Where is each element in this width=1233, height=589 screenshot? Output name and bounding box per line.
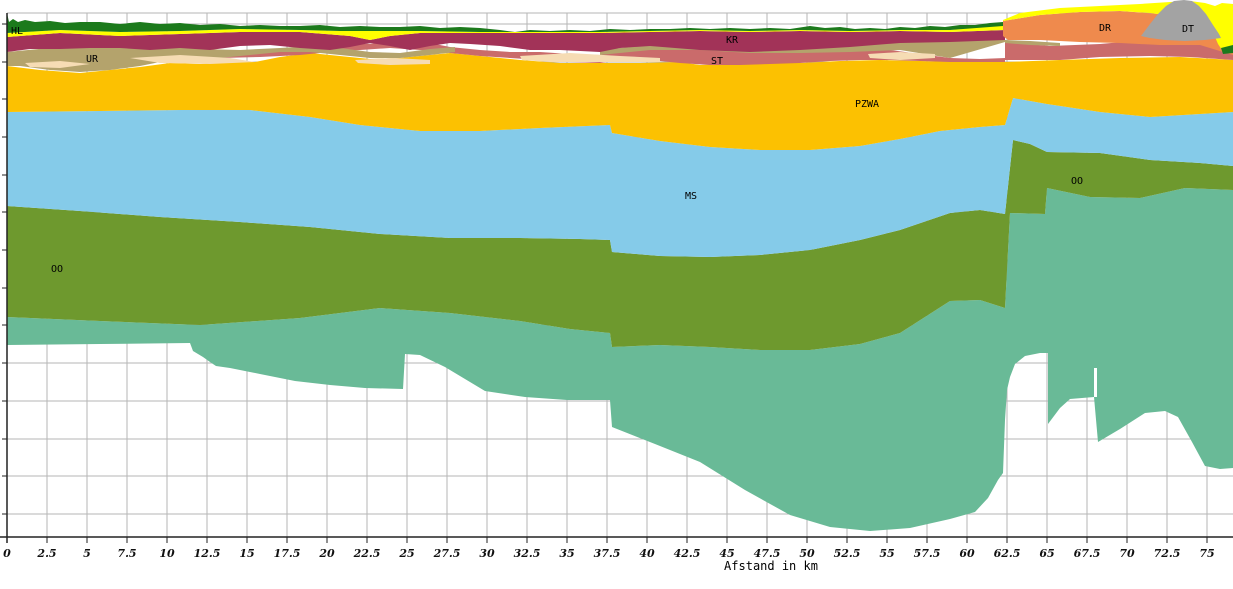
layer-cream-4 — [520, 53, 660, 62]
layer-tan-right — [1005, 40, 1060, 46]
x-tick-label-75: 75 — [1199, 547, 1214, 560]
x-tick-label-62.5: 62.5 — [994, 547, 1021, 560]
layer-maroon-kr — [7, 30, 1005, 52]
x-tick-label-42.5: 42.5 — [674, 547, 701, 560]
layer-blue-ms — [7, 98, 1233, 257]
layer-green-right — [1221, 45, 1233, 54]
x-tick-label-57.5: 57.5 — [914, 547, 941, 560]
layer-label-dt-9: DT — [1182, 24, 1194, 35]
layer-green-hl — [7, 13, 1003, 33]
layer-label-oo-7: OO — [1071, 176, 1083, 187]
layer-label-hl-0: HL — [11, 26, 23, 37]
layer-cream-2 — [130, 55, 255, 64]
x-tick-label-55: 55 — [879, 547, 894, 560]
layer-tan-mid — [600, 38, 1005, 58]
layer-cream-5 — [868, 52, 935, 60]
x-tick-label-70: 70 — [1119, 547, 1135, 560]
x-tick-label-22.5: 22.5 — [353, 547, 381, 560]
x-tick-label-37.5: 37.5 — [594, 547, 621, 560]
layer-label-dr-8: DR — [1099, 23, 1112, 34]
x-tick-label-12.5: 12.5 — [194, 547, 221, 560]
x-tick-label-5: 5 — [83, 547, 91, 560]
layer-label-pzwa-4: PZWA — [855, 99, 879, 110]
layer-tan-left — [7, 44, 455, 72]
x-tick-label-0: 0 — [3, 547, 11, 560]
layer-olive — [7, 140, 1233, 350]
layer-label-ms-5: MS — [685, 191, 697, 202]
x-tick-label-67.5: 67.5 — [1074, 547, 1101, 560]
x-tick-label-47.5: 47.5 — [754, 547, 781, 560]
layer-gray-dt — [1141, 0, 1221, 41]
x-tick-label-7.5: 7.5 — [117, 547, 136, 560]
layer-teal-deep — [7, 188, 1233, 531]
x-tick-label-27.5: 27.5 — [433, 547, 461, 560]
x-tick-label-65: 65 — [1039, 547, 1054, 560]
layer-label-oo-6: OO — [51, 264, 63, 275]
x-tick-label-45: 45 — [719, 547, 734, 560]
x-tick-label-17.5: 17.5 — [274, 547, 301, 560]
x-tick-label-2.5: 2.5 — [36, 547, 56, 560]
x-tick-label-50: 50 — [799, 547, 815, 560]
x-tick-label-35: 35 — [559, 547, 574, 560]
layer-cream-3 — [355, 58, 430, 65]
layer-label-st-3: ST — [711, 56, 723, 67]
x-tick-label-72.5: 72.5 — [1154, 547, 1181, 560]
layer-cream-1 — [25, 61, 90, 68]
x-tick-label-32.5: 32.5 — [514, 547, 541, 560]
layer-label-kr-2: KR — [726, 35, 739, 46]
x-tick-label-15: 15 — [239, 547, 254, 560]
layer-white-slit — [1094, 368, 1097, 397]
x-tick-label-30: 30 — [479, 547, 495, 560]
layer-gold-pzwa — [7, 53, 1233, 150]
x-tick-label-40: 40 — [639, 547, 655, 560]
x-tick-label-10: 10 — [159, 547, 175, 560]
x-axis-title: Afstand in km — [724, 559, 818, 573]
layer-yellow-band — [7, 25, 1005, 40]
x-tick-label-52.5: 52.5 — [834, 547, 861, 560]
x-tick-label-60: 60 — [959, 547, 975, 560]
layer-label-ur-1: UR — [86, 54, 99, 65]
x-tick-label-20: 20 — [318, 547, 335, 560]
x-tick-label-25: 25 — [398, 547, 414, 560]
layer-rose-left — [180, 41, 1005, 65]
